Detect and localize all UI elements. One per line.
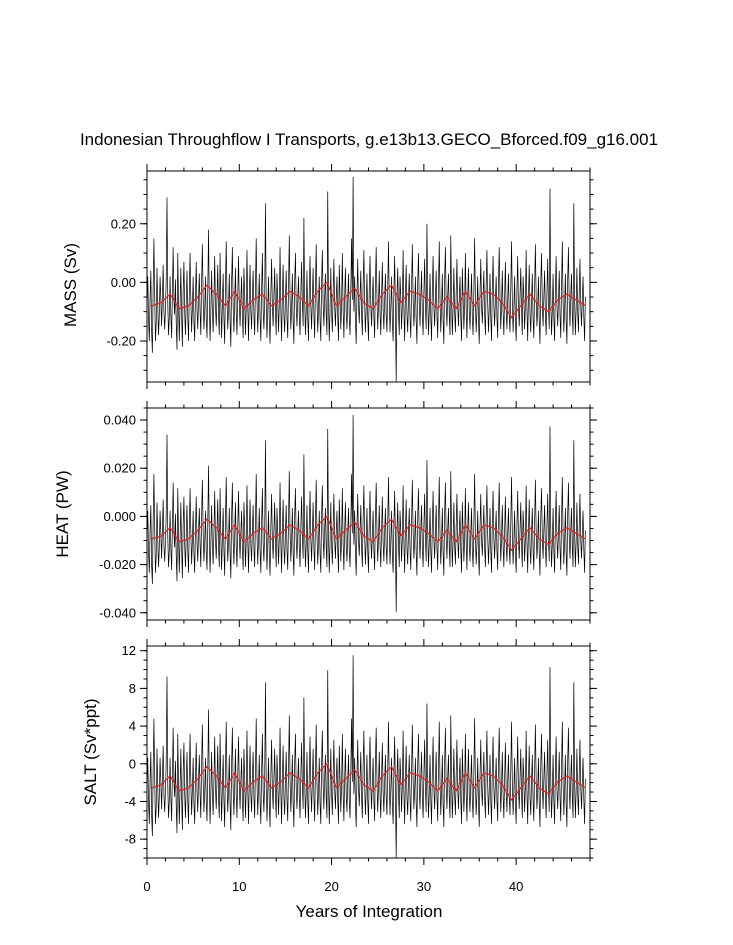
salt-plot-area: 12 8 4 0 -4 -8	[122, 639, 597, 865]
heat-ytick-label: -0.040	[99, 605, 136, 620]
heat-ytick-label: 0.020	[103, 461, 136, 476]
panel-heat: 0.040 0.020 0.000 -0.020 -0.040 HEAT (PW)	[53, 401, 597, 627]
heat-frame	[146, 407, 591, 621]
mass-monthly-line	[146, 176, 586, 383]
mass-annual-line	[151, 281, 586, 319]
x-tick-label: 10	[232, 879, 246, 894]
mass-ytick-label: 0.20	[111, 216, 136, 231]
salt-annual-line	[151, 762, 586, 802]
heat-ytick-label: 0.000	[103, 509, 136, 524]
x-tick-label: 20	[324, 879, 338, 894]
salt-ytick-label: 0	[129, 756, 136, 771]
salt-ytick-label: 12	[122, 643, 136, 658]
salt-frame	[146, 645, 591, 859]
x-tick-label: 0	[143, 879, 150, 894]
panel-mass: 0.20 0.00 -0.20 MASS (Sv)	[61, 164, 597, 389]
mass-ylabel: MASS (Sv)	[61, 243, 80, 327]
mass-plot-area: 0.20 0.00 -0.20	[106, 164, 597, 389]
x-tick-label: 40	[509, 879, 523, 894]
heat-ytick-label: 0.040	[103, 413, 136, 428]
x-axis-title: Years of Integration	[296, 902, 443, 921]
salt-ytick-label: 4	[129, 719, 136, 734]
mass-ytick-label: -0.20	[106, 333, 136, 348]
chart-title: Indonesian Throughflow I Transports, g.e…	[80, 130, 658, 149]
heat-monthly-line	[146, 414, 586, 613]
mass-ytick-label: 0.00	[111, 275, 136, 290]
x-tick-label: 30	[417, 879, 431, 894]
mass-frame	[146, 170, 591, 383]
salt-monthly-line	[146, 655, 586, 859]
salt-ytick-label: -4	[124, 794, 136, 809]
salt-ytick-label: -8	[124, 832, 136, 847]
heat-plot-area: 0.040 0.020 0.000 -0.020 -0.040	[99, 401, 597, 627]
heat-ylabel: HEAT (PW)	[53, 470, 72, 557]
x-axis: 0 10 20 30 40	[143, 879, 523, 894]
heat-ytick-label: -0.020	[99, 557, 136, 572]
salt-ytick-label: 8	[129, 681, 136, 696]
salt-ylabel: SALT (Sv*ppt)	[81, 698, 100, 805]
heat-annual-line	[151, 515, 586, 552]
panel-salt: 12 8 4 0 -4 -8 SALT (Sv*ppt)	[81, 639, 597, 865]
